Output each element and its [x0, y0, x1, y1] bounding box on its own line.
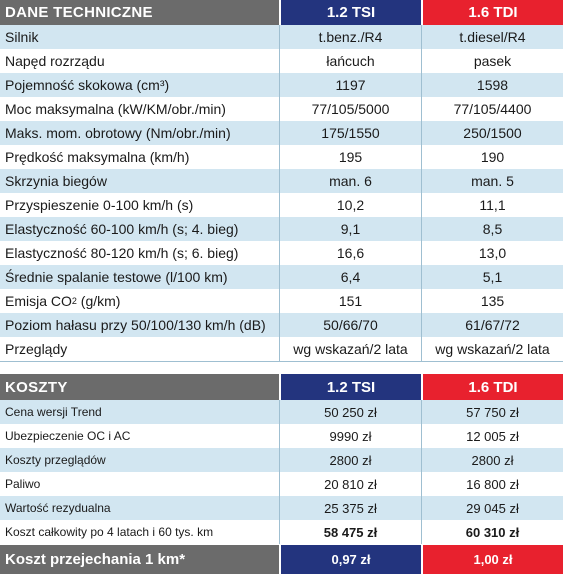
row-value-2: 190 — [421, 145, 563, 169]
tech-row: Średnie spalanie testowe (l/100 km) 6,4 … — [0, 265, 563, 289]
costs-header-model-2: 1.6 TDI — [421, 374, 563, 400]
row-label: Moc maksymalna (kW/KM/obr./min) — [5, 101, 226, 117]
row-value-2: 11,1 — [421, 193, 563, 217]
tech-row: Maks. mom. obrotowy (Nm/obr./min) 175/15… — [0, 121, 563, 145]
tech-row: Pojemność skokowa (cm³) 1197 1598 — [0, 73, 563, 97]
row-value-1: 16,6 — [279, 241, 421, 265]
row-label: Maks. mom. obrotowy (Nm/obr./min) — [5, 125, 231, 141]
row-value-1: 9990 zł — [279, 424, 421, 448]
row-value-1: 175/1550 — [279, 121, 421, 145]
tech-header-model-1: 1.2 TSI — [279, 0, 421, 25]
cost-per-km-value-2: 1,00 zł — [421, 545, 563, 574]
costs-header-model-1: 1.2 TSI — [279, 374, 421, 400]
tech-row: Prędkość maksymalna (km/h) 195 190 — [0, 145, 563, 169]
row-label: Pojemność skokowa (cm³) — [5, 77, 170, 93]
row-value-2: 2800 zł — [421, 448, 563, 472]
row-value-1: 25 375 zł — [279, 496, 421, 520]
tech-row: Napęd rozrządu łańcuch pasek — [0, 49, 563, 73]
row-value-2: 29 045 zł — [421, 496, 563, 520]
row-value-1: 195 — [279, 145, 421, 169]
row-value-2: 60 310 zł — [421, 520, 563, 544]
cost-per-km-label: Koszt przejechania 1 km* — [0, 545, 279, 574]
costs-header-title: KOSZTY — [0, 374, 279, 400]
row-label: Przeglądy — [5, 341, 68, 357]
row-value-2: 135 — [421, 289, 563, 313]
cost-per-km-value-1: 0,97 zł — [279, 545, 421, 574]
row-value-2: 5,1 — [421, 265, 563, 289]
row-label: Ubezpieczenie OC i AC — [5, 429, 131, 443]
row-value-1: 151 — [279, 289, 421, 313]
tech-row: Przyspieszenie 0-100 km/h (s) 10,2 11,1 — [0, 193, 563, 217]
cost-row: Wartość rezydualna 25 375 zł 29 045 zł — [0, 496, 563, 520]
row-label: Wartość rezydualna — [5, 501, 111, 515]
row-label: Poziom hałasu przy 50/100/130 km/h (dB) — [5, 317, 266, 333]
label-text-suffix: (g/km) — [76, 293, 121, 309]
cost-row: Cena wersji Trend 50 250 zł 57 750 zł — [0, 400, 563, 424]
row-value-2: 250/1500 — [421, 121, 563, 145]
row-value-2: t.diesel/R4 — [421, 25, 563, 49]
costs-header-row: KOSZTY 1.2 TSI 1.6 TDI — [0, 374, 563, 400]
row-value-2: 13,0 — [421, 241, 563, 265]
tech-header-row: DANE TECHNICZNE 1.2 TSI 1.6 TDI — [0, 0, 563, 25]
label-subscript: 2 — [71, 296, 77, 306]
row-value-2: 61/67/72 — [421, 313, 563, 337]
row-value-1: łańcuch — [279, 49, 421, 73]
row-label: Silnik — [5, 29, 39, 45]
row-label: Paliwo — [5, 477, 41, 491]
row-label: Koszty przeglądów — [5, 453, 106, 467]
row-label: Cena wersji Trend — [5, 405, 102, 419]
label-text: Emisja CO — [5, 293, 72, 309]
row-value-1: 9,1 — [279, 217, 421, 241]
row-value-1: 10,2 — [279, 193, 421, 217]
row-label: Przyspieszenie 0-100 km/h (s) — [5, 197, 194, 213]
row-value-1: 2800 zł — [279, 448, 421, 472]
row-value-1: 58 475 zł — [279, 520, 421, 544]
row-value-1: 50 250 zł — [279, 400, 421, 424]
row-label: Napęd rozrządu — [5, 53, 105, 69]
row-value-1: 20 810 zł — [279, 472, 421, 496]
row-value-2: man. 5 — [421, 169, 563, 193]
cost-per-km-row: Koszt przejechania 1 km* 0,97 zł 1,00 zł — [0, 545, 563, 574]
row-value-2: 57 750 zł — [421, 400, 563, 424]
row-label: Elastyczność 60-100 km/h (s; 4. bieg) — [5, 221, 239, 237]
row-value-2: pasek — [421, 49, 563, 73]
tech-row: Emisja CO 2 (g/km) 151 135 — [0, 289, 563, 313]
tech-row: Elastyczność 80-120 km/h (s; 6. bieg) 16… — [0, 241, 563, 265]
row-label: Prędkość maksymalna (km/h) — [5, 149, 190, 165]
row-value-1: 6,4 — [279, 265, 421, 289]
row-value-1: 1197 — [279, 73, 421, 97]
tech-row: Elastyczność 60-100 km/h (s; 4. bieg) 9,… — [0, 217, 563, 241]
row-label: Koszt całkowity po 4 latach i 60 tys. km — [5, 525, 214, 539]
cost-row: Paliwo 20 810 zł 16 800 zł — [0, 472, 563, 496]
cost-row: Koszty przeglądów 2800 zł 2800 zł — [0, 448, 563, 472]
row-value-1: 50/66/70 — [279, 313, 421, 337]
row-label: Skrzynia biegów — [5, 173, 107, 189]
tech-row: Przeglądy wg wskazań/2 lata wg wskazań/2… — [0, 337, 563, 362]
row-value-2: 8,5 — [421, 217, 563, 241]
tech-header-title: DANE TECHNICZNE — [0, 0, 279, 25]
row-value-1: 77/105/5000 — [279, 97, 421, 121]
tech-row: Silnik t.benz./R4 t.diesel/R4 — [0, 25, 563, 49]
row-value-2: 16 800 zł — [421, 472, 563, 496]
tech-row: Poziom hałasu przy 50/100/130 km/h (dB) … — [0, 313, 563, 337]
row-value-1: t.benz./R4 — [279, 25, 421, 49]
row-label: Emisja CO 2 (g/km) — [0, 289, 279, 313]
row-value-1: wg wskazań/2 lata — [279, 337, 421, 361]
row-value-2: wg wskazań/2 lata — [421, 337, 563, 361]
tech-row: Skrzynia biegów man. 6 man. 5 — [0, 169, 563, 193]
row-value-2: 77/105/4400 — [421, 97, 563, 121]
row-value-1: man. 6 — [279, 169, 421, 193]
tech-row: Moc maksymalna (kW/KM/obr./min) 77/105/5… — [0, 97, 563, 121]
tech-header-model-2: 1.6 TDI — [421, 0, 563, 25]
row-value-2: 12 005 zł — [421, 424, 563, 448]
row-label: Elastyczność 80-120 km/h (s; 6. bieg) — [5, 245, 239, 261]
cost-row: Ubezpieczenie OC i AC 9990 zł 12 005 zł — [0, 424, 563, 448]
row-label: Średnie spalanie testowe (l/100 km) — [5, 269, 228, 285]
cost-total-row: Koszt całkowity po 4 latach i 60 tys. km… — [0, 520, 563, 544]
row-value-2: 1598 — [421, 73, 563, 97]
